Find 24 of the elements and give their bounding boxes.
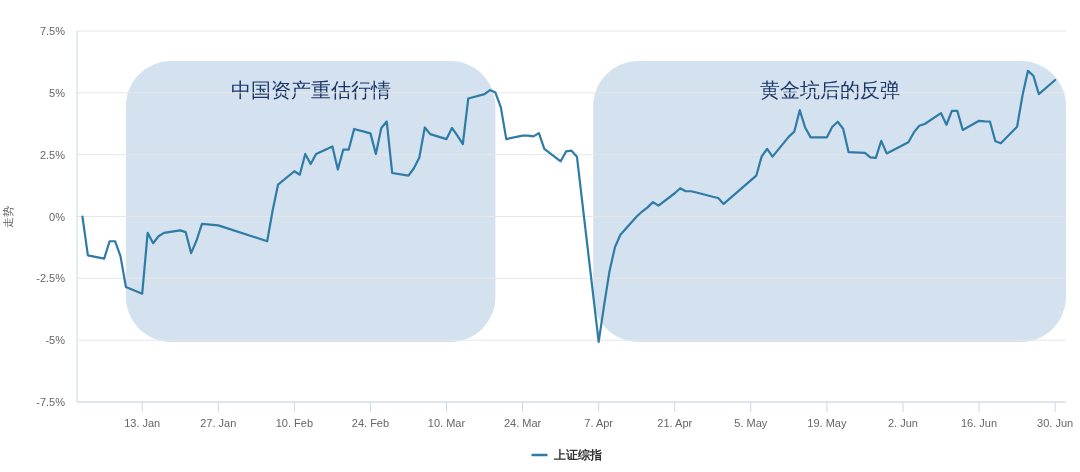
x-tick-label: 13. Jan bbox=[124, 417, 161, 429]
y-tick-label: 0% bbox=[49, 210, 66, 223]
band-label: 黄金坑后的反弹 bbox=[759, 79, 900, 102]
x-tick-label: 19. May bbox=[807, 417, 847, 429]
y-tick-label: 5% bbox=[49, 86, 66, 99]
legend-label: 上证综指 bbox=[552, 448, 602, 462]
x-tick-label: 7. Apr bbox=[584, 417, 614, 429]
x-tick-label: 5. May bbox=[734, 417, 768, 429]
band-label: 中国资产重估行情 bbox=[230, 79, 391, 102]
x-tick-label: 24. Mar bbox=[503, 417, 542, 429]
x-tick-label: 10. Mar bbox=[427, 417, 466, 429]
x-tick-label: 2. Jun bbox=[887, 417, 918, 429]
y-tick-label: -5% bbox=[45, 334, 66, 347]
x-tick-label: 16. Jun bbox=[961, 417, 998, 429]
y-tick-label: -7.5% bbox=[36, 396, 66, 408]
y-axis-title: 走势 bbox=[2, 205, 14, 228]
x-tick-label: 10. Feb bbox=[275, 417, 314, 429]
x-tick-label: 21. Apr bbox=[657, 417, 693, 429]
x-tick-label: 27. Jan bbox=[200, 417, 237, 429]
x-tick-label: 30. Jun bbox=[1037, 417, 1074, 429]
x-tick-label: 24. Feb bbox=[351, 417, 390, 429]
y-tick-label: -2.5% bbox=[36, 272, 66, 285]
y-tick-label: 2.5% bbox=[39, 148, 66, 161]
y-tick-label: 7.5% bbox=[39, 25, 66, 37]
